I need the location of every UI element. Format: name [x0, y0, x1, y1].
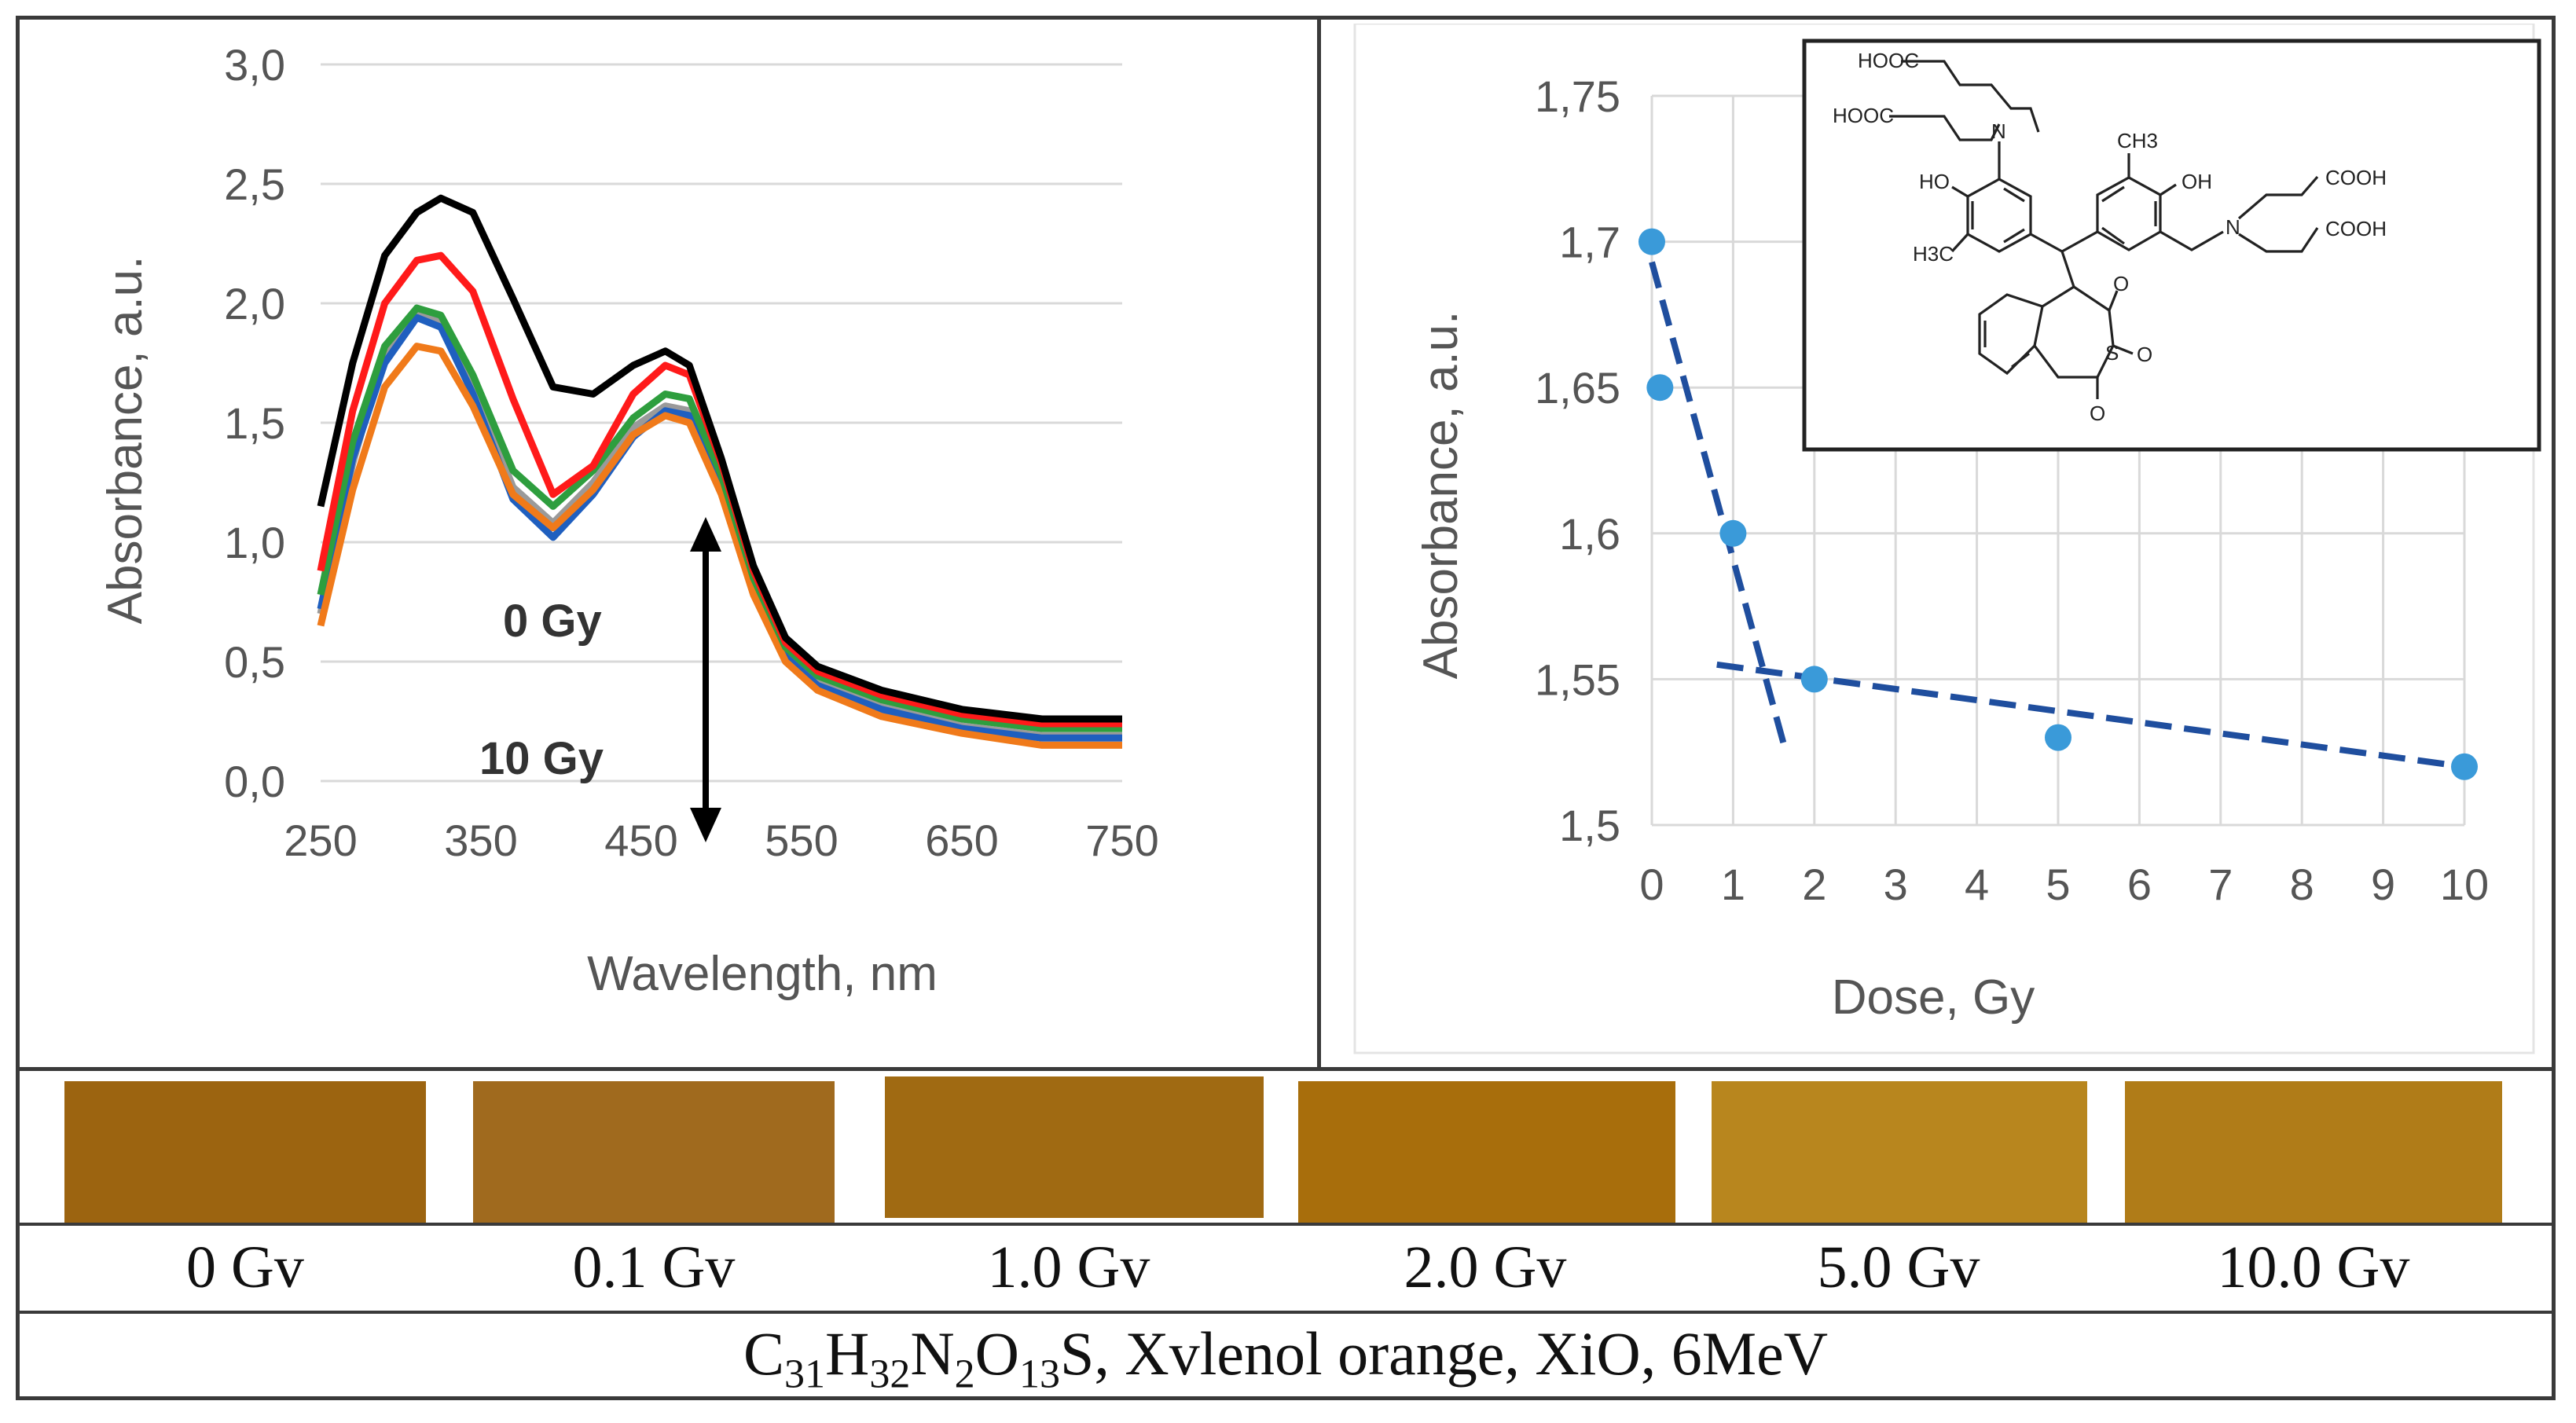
spectra-x-tick-label: 250: [284, 816, 357, 865]
atom-cooh-2: COOH: [2325, 217, 2387, 240]
figure-frame: [16, 16, 2556, 1400]
atom-hooc-top: HOOC: [1858, 49, 1919, 72]
dose-point: [2451, 753, 2478, 780]
dose-plot-border: [1353, 24, 2535, 1054]
panel-divider-vertical: [1317, 16, 1321, 1069]
dose-x-tick-label: 8: [2290, 860, 2314, 909]
dose-x-tick-label: 4: [1965, 860, 1989, 909]
spectra-y-tick-label: 0,5: [224, 637, 285, 687]
atom-o-ring: O: [2113, 272, 2129, 295]
dose-y-tick-label: 1,7: [1559, 218, 1620, 267]
figure-caption: C31H32N2O13S, Xvlenol orange, XiO, 6MeV: [743, 1319, 1829, 1397]
spectra-series: [317, 194, 1122, 749]
spectrum-line-0-gy: [317, 194, 1122, 723]
dose-x-tick-label: 7: [2208, 860, 2233, 909]
swatch-label-2-0gy: 2.0 Gv: [1404, 1234, 1567, 1300]
spectra-y-tick-label: 2,0: [224, 279, 285, 328]
atom-n-right: N: [2226, 215, 2240, 239]
dose-y-tick-label: 1,5: [1559, 801, 1620, 850]
annotation-10gy: 10 Gy: [479, 733, 604, 784]
spectra-x-axis-label: Wavelength, nm: [587, 947, 938, 1001]
absorbance-vs-dose-chart: 1,5 1,55 1,6 1,65 1,7 1,75 0 1 2 3 4 5 6 7 8 9 10 Dose,…: [1353, 24, 2541, 1054]
spectra-y-tick-label: 3,0: [224, 40, 285, 90]
swatch-5-0gy: [1712, 1081, 2087, 1223]
dose-y-axis-label: Absorbance, a.u.: [1414, 311, 1468, 680]
spectra-x-tick-label: 350: [444, 816, 517, 865]
atom-ch3: CH3: [2117, 129, 2158, 152]
dose-trendlines: [1649, 261, 2465, 770]
panel-divider-horizontal: [16, 1067, 2556, 1071]
spectra-x-tick-label: 450: [604, 816, 677, 865]
dose-point: [1800, 666, 1828, 693]
absorbance-spectra-chart: 0,0 0,5 1,0 1,5 2,0 2,5 3,0 250 350 450 550 650 750…: [98, 40, 1159, 1001]
dose-x-ticks: 0 1 2 3 4 5 6 7 8 9 10: [1639, 860, 2489, 909]
spectra-x-tick-label: 750: [1085, 816, 1158, 865]
spectra-x-tick-label: 650: [925, 816, 998, 865]
dose-x-tick-label: 9: [2371, 860, 2395, 909]
dose-x-tick-label: 10: [2440, 860, 2489, 909]
spectra-y-tick-label: 2,5: [224, 160, 285, 209]
dose-trendline-2: [1716, 661, 2465, 770]
atom-s: S: [2105, 341, 2119, 365]
dose-arrow: [690, 517, 721, 842]
dose-x-tick-label: 6: [2127, 860, 2152, 909]
atom-oh: OH: [2182, 170, 2212, 193]
spectra-y-tick-label: 1,0: [224, 518, 285, 567]
spectrum-line-10-0-gy: [317, 343, 1122, 749]
dose-x-tick-label: 5: [2046, 860, 2070, 909]
spectrum-line-2-0-gy: [317, 314, 1122, 742]
dose-y-tick-label: 1,55: [1535, 655, 1620, 704]
swatch-0-1gy: [473, 1081, 835, 1223]
atom-o-sulfonyl-a: O: [2137, 343, 2152, 366]
annotation-0gy: 0 Gy: [503, 596, 602, 647]
spectra-y-axis-label: Absorbance, a.u.: [98, 256, 152, 625]
caption-divider: [16, 1311, 2556, 1314]
dose-point: [1719, 519, 1747, 547]
dose-x-tick-label: 2: [1802, 860, 1826, 909]
spectrum-line-1-0-gy: [317, 304, 1122, 732]
dose-point: [1638, 228, 1665, 255]
dose-trendline-1: [1649, 261, 1789, 754]
spectra-gridlines: [321, 63, 1122, 783]
atom-n-left: N: [1991, 119, 2006, 143]
dose-y-ticks: 1,5 1,55 1,6 1,65 1,7 1,75: [1535, 72, 1620, 850]
spectra-x-ticks: 250 350 450 550 650 750: [284, 816, 1158, 865]
dose-point: [2045, 724, 2071, 751]
swatch-label-divider: [16, 1223, 2556, 1226]
swatch-10-0gy: [2125, 1081, 2502, 1223]
swatch-label-10-0gy: 10.0 Gv: [2217, 1234, 2410, 1300]
swatch-1-0gy: [885, 1076, 1264, 1218]
structure-bonds: [1889, 60, 2319, 399]
dose-x-tick-label: 0: [1639, 860, 1664, 909]
structure-atom-labels: HOOC HOOC N HO H3C CH3 OH COOH N COOH O …: [1833, 49, 2387, 425]
dose-y-tick-label: 1,75: [1535, 72, 1620, 121]
atom-h3c: H3C: [1913, 242, 1954, 266]
atom-o-sulfonyl-b: O: [2090, 402, 2105, 425]
atom-hooc-left: HOOC: [1833, 104, 1894, 127]
dose-y-tick-label: 1,65: [1535, 363, 1620, 413]
dose-x-tick-label: 1: [1721, 860, 1745, 909]
chemical-structure-inset: HOOC HOOC N HO H3C CH3 OH COOH N COOH O …: [1802, 39, 2541, 452]
swatch-2-0gy: [1298, 1081, 1675, 1223]
structure-inset-border: [1802, 39, 2541, 452]
swatch-label-0gy: 0 Gv: [186, 1234, 304, 1300]
dose-y-tick-label: 1,6: [1559, 509, 1620, 559]
swatch-label-0-1gy: 0.1 Gv: [572, 1234, 736, 1300]
atom-cooh-1: COOH: [2325, 166, 2387, 189]
spectra-y-tick-label: 0,0: [224, 757, 285, 806]
spectrum-line-0-1-gy: [317, 251, 1122, 728]
spectrum-line-5-0-gy: [317, 306, 1122, 739]
dose-x-tick-label: 3: [1884, 860, 1908, 909]
spectra-y-ticks: 0,0 0,5 1,0 1,5 2,0 2,5 3,0: [224, 40, 285, 806]
swatch-label-5-0gy: 5.0 Gv: [1817, 1234, 1980, 1300]
spectra-y-tick-label: 1,5: [224, 398, 285, 448]
spectra-x-tick-label: 550: [765, 816, 838, 865]
swatch-0gy: [64, 1081, 426, 1223]
atom-ho: HO: [1919, 170, 1950, 193]
swatch-label-1-0gy: 1.0 Gv: [987, 1234, 1150, 1300]
dose-x-axis-label: Dose, Gy: [1832, 970, 2035, 1025]
dose-point: [1646, 374, 1674, 402]
dose-points: [1638, 228, 2478, 780]
